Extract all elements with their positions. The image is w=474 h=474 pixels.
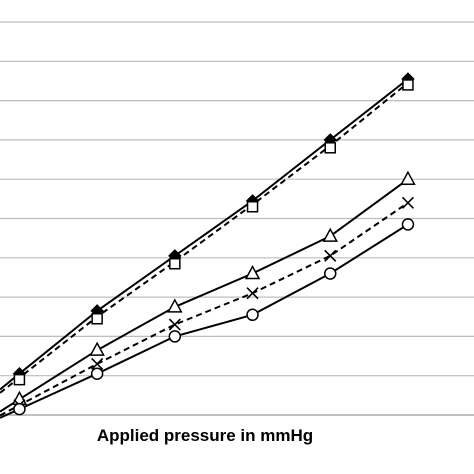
series-line (0, 223, 409, 419)
point-marker-x (91, 357, 104, 370)
point-marker-square (402, 79, 414, 91)
x-axis-label: Applied pressure in mmHg (97, 426, 313, 445)
series-line (0, 178, 409, 413)
markers-group (11, 72, 416, 416)
point-marker-triangle (167, 298, 183, 313)
point-marker-x (401, 196, 415, 209)
point-marker-circle (246, 308, 259, 322)
series-line (0, 82, 409, 394)
gridlines (0, 21, 474, 416)
series-line (0, 78, 409, 391)
point-marker-square (324, 142, 336, 154)
series-group (0, 78, 409, 419)
point-marker-triangle (11, 390, 28, 406)
point-marker-x (324, 249, 337, 262)
point-marker-square (246, 200, 259, 213)
point-marker-triangle (244, 264, 261, 280)
point-marker-triangle (89, 341, 105, 356)
point-marker-x (246, 287, 259, 300)
point-marker-x (168, 318, 181, 331)
point-marker-square (169, 257, 181, 270)
point-marker-circle (90, 367, 104, 380)
point-marker-square (91, 313, 103, 325)
point-marker-circle (13, 402, 26, 416)
point-marker-circle (168, 330, 182, 343)
point-marker-circle (401, 218, 415, 231)
point-marker-triangle (322, 227, 339, 242)
point-marker-triangle (400, 170, 416, 185)
point-marker-circle (323, 267, 337, 280)
point-marker-square (13, 373, 26, 386)
